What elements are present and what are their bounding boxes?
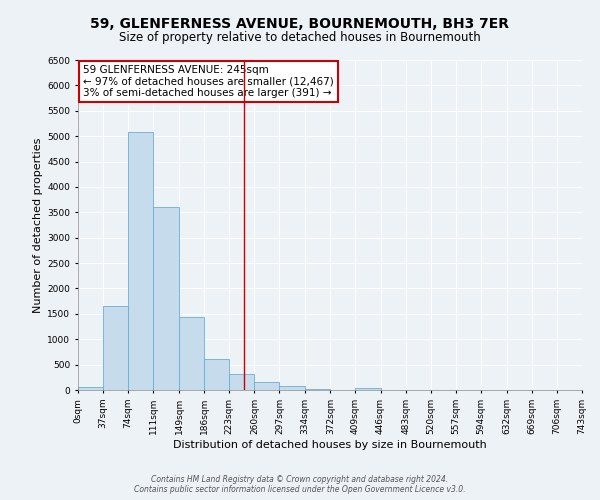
Bar — [103, 306, 128, 390]
Text: Size of property relative to detached houses in Bournemouth: Size of property relative to detached ho… — [119, 31, 481, 44]
Bar — [355, 388, 380, 390]
Bar — [305, 389, 331, 390]
X-axis label: Distribution of detached houses by size in Bournemouth: Distribution of detached houses by size … — [173, 440, 487, 450]
Bar — [128, 132, 153, 390]
Text: 59, GLENFERNESS AVENUE, BOURNEMOUTH, BH3 7ER: 59, GLENFERNESS AVENUE, BOURNEMOUTH, BH3… — [91, 18, 509, 32]
Bar — [78, 387, 103, 390]
Bar — [229, 374, 254, 390]
Bar — [280, 386, 305, 390]
Bar — [204, 358, 229, 390]
Bar — [254, 382, 280, 390]
Y-axis label: Number of detached properties: Number of detached properties — [33, 138, 43, 312]
Bar — [153, 207, 179, 390]
Text: Contains HM Land Registry data © Crown copyright and database right 2024.
Contai: Contains HM Land Registry data © Crown c… — [134, 474, 466, 494]
Text: 59 GLENFERNESS AVENUE: 245sqm
← 97% of detached houses are smaller (12,467)
3% o: 59 GLENFERNESS AVENUE: 245sqm ← 97% of d… — [83, 65, 334, 98]
Bar — [179, 318, 204, 390]
